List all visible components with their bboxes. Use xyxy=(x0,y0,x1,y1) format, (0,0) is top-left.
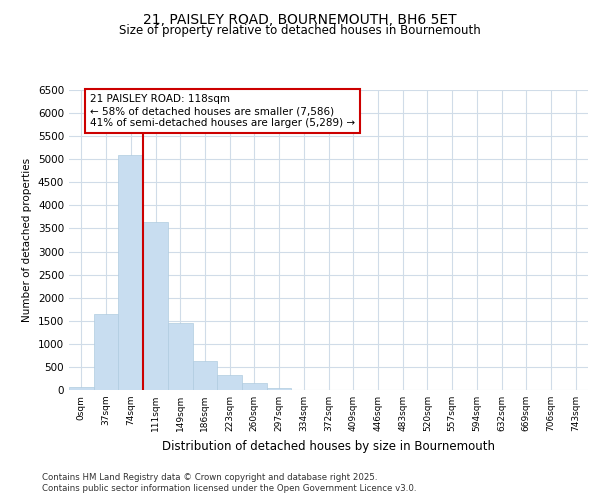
Bar xyxy=(217,375,242,390)
Bar xyxy=(118,154,143,390)
Bar xyxy=(242,383,267,390)
Bar xyxy=(168,323,193,390)
Bar xyxy=(69,387,94,390)
X-axis label: Distribution of detached houses by size in Bournemouth: Distribution of detached houses by size … xyxy=(162,440,495,452)
Bar xyxy=(94,314,118,390)
Bar xyxy=(267,388,292,390)
Bar xyxy=(193,361,217,390)
Text: 21, PAISLEY ROAD, BOURNEMOUTH, BH6 5ET: 21, PAISLEY ROAD, BOURNEMOUTH, BH6 5ET xyxy=(143,12,457,26)
Y-axis label: Number of detached properties: Number of detached properties xyxy=(22,158,32,322)
Bar xyxy=(143,222,168,390)
Text: 21 PAISLEY ROAD: 118sqm
← 58% of detached houses are smaller (7,586)
41% of semi: 21 PAISLEY ROAD: 118sqm ← 58% of detache… xyxy=(90,94,355,128)
Text: Contains HM Land Registry data © Crown copyright and database right 2025.: Contains HM Land Registry data © Crown c… xyxy=(42,472,377,482)
Text: Size of property relative to detached houses in Bournemouth: Size of property relative to detached ho… xyxy=(119,24,481,37)
Text: Contains public sector information licensed under the Open Government Licence v3: Contains public sector information licen… xyxy=(42,484,416,493)
